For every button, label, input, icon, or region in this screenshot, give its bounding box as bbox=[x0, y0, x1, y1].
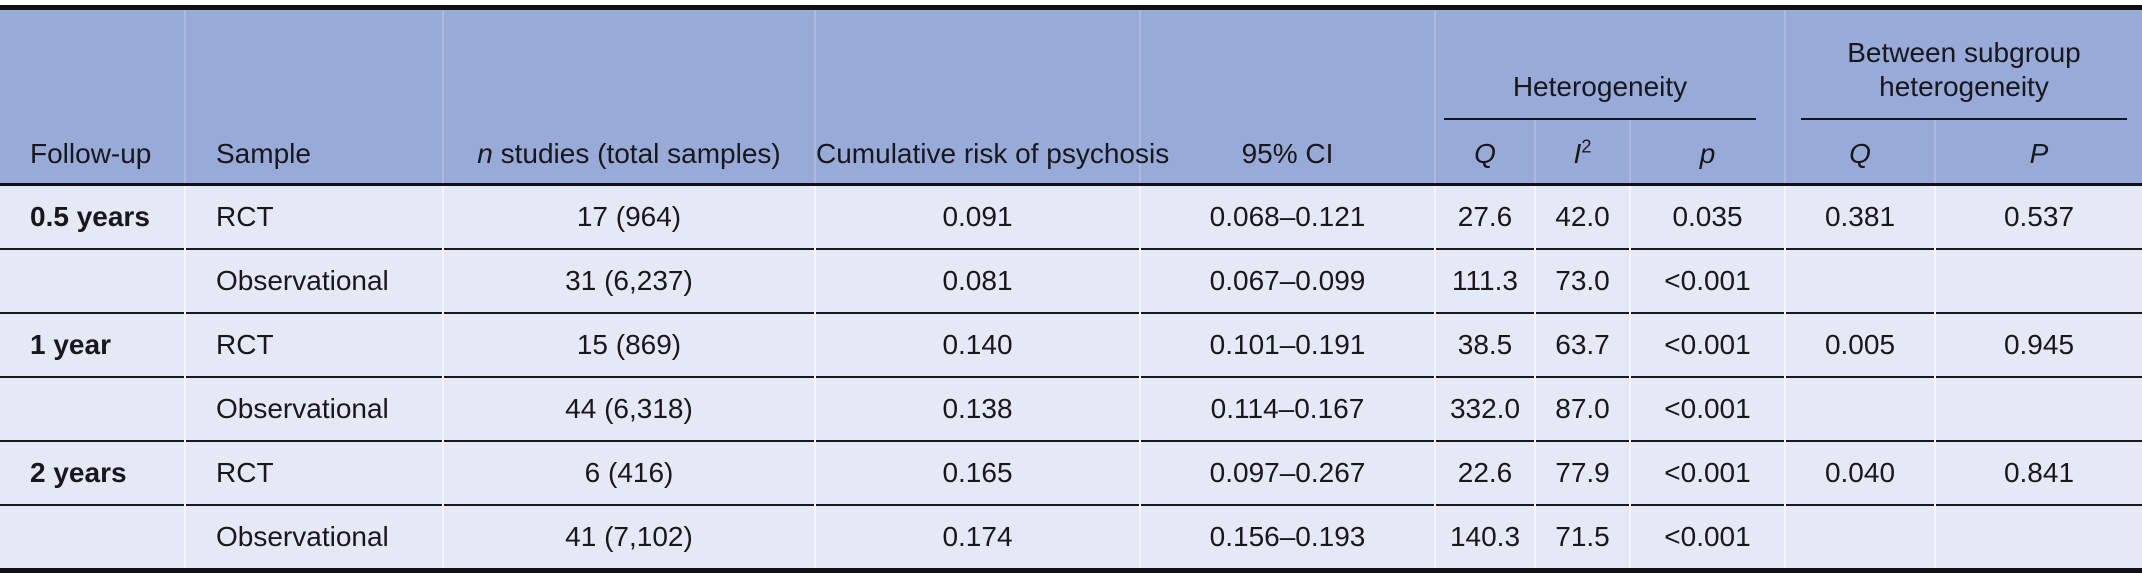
col-header-n-studies: n studies (total samples) bbox=[442, 10, 815, 185]
cell-q: 27.6 bbox=[1434, 184, 1535, 249]
cell-sample: RCT bbox=[184, 440, 443, 505]
cell-ci: 0.067–0.099 bbox=[1139, 248, 1435, 313]
results-table: Follow-up Sample n studies (total sample… bbox=[0, 10, 2142, 568]
cell-n-studies: 31 (6,237) bbox=[442, 248, 815, 313]
cell-between-p bbox=[1934, 248, 2142, 313]
col-header-between-p: P bbox=[1934, 120, 2142, 185]
cell-follow-up bbox=[0, 376, 185, 441]
table-row: 1 year RCT 15 (869) 0.140 0.101–0.191 38… bbox=[0, 312, 2142, 377]
between-subgroup-label: Between subgroup heterogeneity bbox=[1801, 36, 2127, 120]
table-row: Observational 41 (7,102) 0.174 0.156–0.1… bbox=[0, 504, 2142, 568]
cell-n-studies: 6 (416) bbox=[442, 440, 815, 505]
cell-between-q: 0.040 bbox=[1784, 440, 1935, 505]
cell-risk: 0.140 bbox=[814, 312, 1140, 377]
n-studies-rest: studies (total samples) bbox=[492, 138, 781, 169]
cell-follow-up bbox=[0, 504, 185, 568]
cell-sample: Observational bbox=[184, 376, 443, 441]
cell-i2: 42.0 bbox=[1534, 184, 1630, 249]
cell-p: <0.001 bbox=[1629, 376, 1785, 441]
cell-between-p: 0.537 bbox=[1934, 184, 2142, 249]
cell-n-studies: 17 (964) bbox=[442, 184, 815, 249]
cell-ci: 0.101–0.191 bbox=[1139, 312, 1435, 377]
cell-q: 38.5 bbox=[1434, 312, 1535, 377]
cell-n-studies: 41 (7,102) bbox=[442, 504, 815, 568]
heterogeneity-label: Heterogeneity bbox=[1444, 70, 1756, 120]
cell-n-studies: 44 (6,318) bbox=[442, 376, 815, 441]
group-header-heterogeneity: Heterogeneity bbox=[1434, 10, 1785, 120]
table-row: Observational 44 (6,318) 0.138 0.114–0.1… bbox=[0, 376, 2142, 441]
cell-i2: 71.5 bbox=[1534, 504, 1630, 568]
cell-ci: 0.068–0.121 bbox=[1139, 184, 1435, 249]
cell-between-q bbox=[1784, 504, 1935, 568]
cell-risk: 0.081 bbox=[814, 248, 1140, 313]
cell-q: 332.0 bbox=[1434, 376, 1535, 441]
cell-p: 0.035 bbox=[1629, 184, 1785, 249]
col-header-p: p bbox=[1629, 120, 1785, 185]
cell-follow-up: 2 years bbox=[0, 440, 185, 505]
cell-ci: 0.156–0.193 bbox=[1139, 504, 1435, 568]
cell-i2: 63.7 bbox=[1534, 312, 1630, 377]
cell-p: <0.001 bbox=[1629, 248, 1785, 313]
cell-ci: 0.114–0.167 bbox=[1139, 376, 1435, 441]
cell-i2: 73.0 bbox=[1534, 248, 1630, 313]
cell-sample: RCT bbox=[184, 184, 443, 249]
cell-sample: RCT bbox=[184, 312, 443, 377]
cell-p: <0.001 bbox=[1629, 312, 1785, 377]
cell-i2: 77.9 bbox=[1534, 440, 1630, 505]
table-body: 0.5 years RCT 17 (964) 0.091 0.068–0.121… bbox=[0, 184, 2142, 568]
cell-between-p: 0.841 bbox=[1934, 440, 2142, 505]
cell-between-p: 0.945 bbox=[1934, 312, 2142, 377]
col-header-sample: Sample bbox=[184, 10, 443, 185]
cell-sample: Observational bbox=[184, 248, 443, 313]
cell-follow-up: 0.5 years bbox=[0, 184, 185, 249]
results-table-container: Follow-up Sample n studies (total sample… bbox=[0, 5, 2142, 573]
cell-between-q: 0.005 bbox=[1784, 312, 1935, 377]
cell-p: <0.001 bbox=[1629, 504, 1785, 568]
cell-n-studies: 15 (869) bbox=[442, 312, 815, 377]
group-header-between-subgroup: Between subgroup heterogeneity bbox=[1784, 10, 2142, 120]
cell-q: 22.6 bbox=[1434, 440, 1535, 505]
cell-between-q bbox=[1784, 376, 1935, 441]
n-studies-italic-n: n bbox=[477, 138, 493, 169]
table-row: 2 years RCT 6 (416) 0.165 0.097–0.267 22… bbox=[0, 440, 2142, 505]
cell-between-q bbox=[1784, 248, 1935, 313]
header-label-row: Q I2 p Q P bbox=[0, 120, 2142, 185]
cell-i2: 87.0 bbox=[1534, 376, 1630, 441]
cell-between-p bbox=[1934, 376, 2142, 441]
col-header-cumulative-risk: Cumulative risk of psychosis bbox=[814, 10, 1169, 185]
cell-q: 111.3 bbox=[1434, 248, 1535, 313]
col-header-i2: I2 bbox=[1534, 120, 1630, 185]
cell-ci: 0.097–0.267 bbox=[1139, 440, 1435, 505]
cell-risk: 0.165 bbox=[814, 440, 1140, 505]
table-row: Observational 31 (6,237) 0.081 0.067–0.0… bbox=[0, 248, 2142, 313]
cell-follow-up bbox=[0, 248, 185, 313]
col-header-ci: 95% CI bbox=[1139, 10, 1435, 185]
cell-sample: Observational bbox=[184, 504, 443, 568]
cell-between-p bbox=[1934, 504, 2142, 568]
cell-follow-up: 1 year bbox=[0, 312, 185, 377]
cell-q: 140.3 bbox=[1434, 504, 1535, 568]
cell-between-q: 0.381 bbox=[1784, 184, 1935, 249]
cell-p: <0.001 bbox=[1629, 440, 1785, 505]
cell-risk: 0.138 bbox=[814, 376, 1140, 441]
cell-risk: 0.091 bbox=[814, 184, 1140, 249]
col-header-between-q: Q bbox=[1784, 120, 1935, 185]
table-row: 0.5 years RCT 17 (964) 0.091 0.068–0.121… bbox=[0, 184, 2142, 249]
header-group-row: Follow-up Sample n studies (total sample… bbox=[0, 10, 2142, 185]
col-header-follow-up: Follow-up bbox=[0, 10, 185, 185]
table-header: Follow-up Sample n studies (total sample… bbox=[0, 10, 2142, 185]
cell-risk: 0.174 bbox=[814, 504, 1140, 568]
col-header-q: Q bbox=[1434, 120, 1535, 185]
